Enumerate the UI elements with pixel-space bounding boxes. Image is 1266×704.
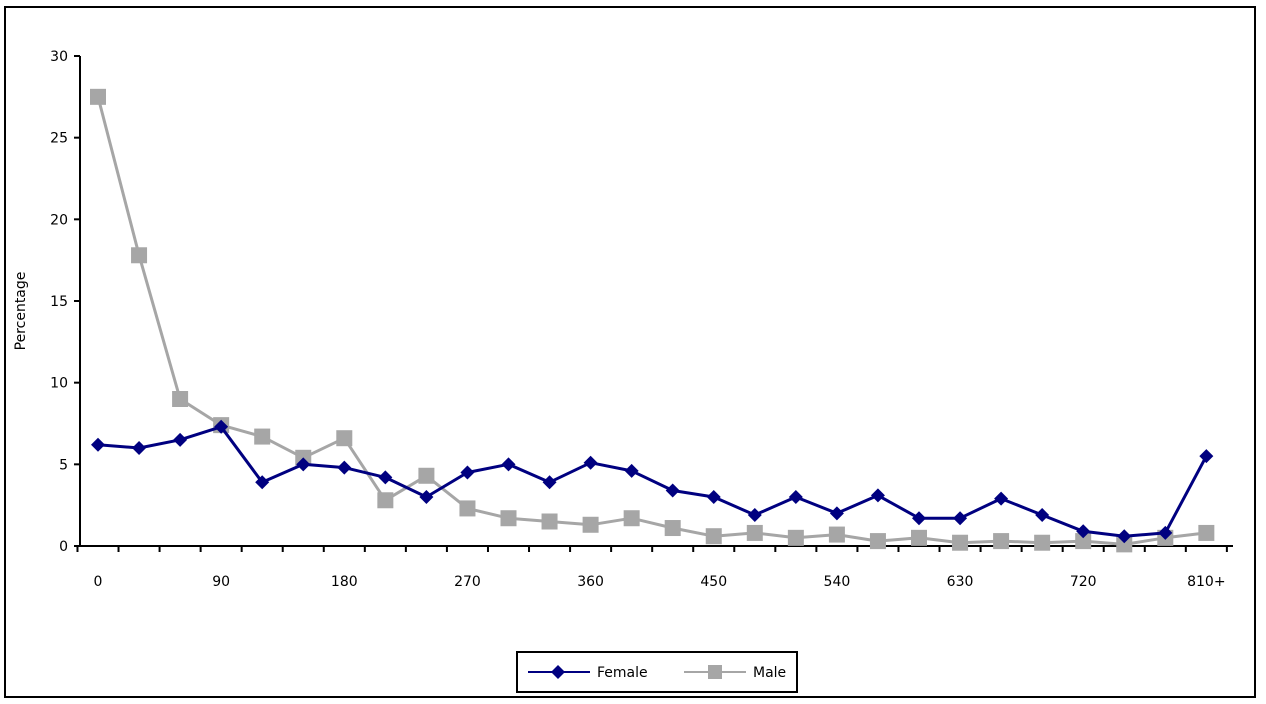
legend-male-label: Male [753, 665, 786, 681]
male-data-point [582, 516, 599, 533]
male-data-point [1034, 534, 1051, 551]
female-data-point [994, 491, 1009, 506]
male-data-point [664, 520, 681, 537]
x-tick-label: 0 [94, 574, 103, 590]
female-data-point [460, 465, 475, 480]
chart-frame [4, 6, 1256, 698]
female-data-point [173, 432, 188, 447]
legend-female-marker [551, 665, 565, 679]
y-tick-label: 5 [59, 457, 68, 473]
male-data-point [377, 492, 394, 509]
female-data-point [870, 488, 885, 503]
female-data-point [1076, 524, 1091, 539]
male-data-point [500, 510, 517, 527]
male-data-point [1116, 536, 1133, 553]
axes [74, 55, 1233, 552]
female-data-point [378, 470, 393, 485]
male-data-point [254, 428, 271, 445]
male-data-point [90, 88, 106, 105]
male-data-point [787, 529, 804, 546]
female-data-point [337, 460, 352, 475]
x-tick-label: 720 [1070, 574, 1097, 590]
female-data-point [296, 457, 311, 472]
female-series-line [97, 425, 1208, 538]
male-data-point [869, 533, 886, 550]
x-tick-label: 540 [824, 574, 851, 590]
female-data-point [214, 419, 229, 434]
female-data-point [255, 475, 270, 490]
y-tick-label: 0 [59, 539, 68, 555]
male-data-point [952, 534, 969, 551]
y-tick-label: 10 [50, 376, 68, 392]
male-data-point [459, 500, 476, 517]
female-data-point [953, 511, 968, 526]
male-data-point [705, 528, 722, 545]
x-tick-label: 90 [212, 574, 230, 590]
male-data-point [746, 524, 763, 541]
male-data-point [993, 533, 1010, 550]
male-data-point [336, 430, 353, 447]
female-data-point [788, 490, 803, 504]
male-data-point [541, 513, 558, 530]
x-tick-label: 630 [947, 574, 974, 590]
male-data-point [1075, 533, 1092, 550]
female-data-point [747, 507, 762, 522]
female-data-point [542, 475, 557, 490]
tick-labels: 0 5 10 15 20 25 30 0 90 180 270 360 450 540 630 720 810+ [50, 49, 1225, 590]
female-data-point [1117, 529, 1132, 544]
legend-male-marker [708, 665, 722, 679]
female-data-point [912, 511, 926, 526]
female-data-point [1158, 525, 1173, 540]
x-tick-label: 810+ [1187, 574, 1225, 590]
x-tick-label: 450 [700, 574, 727, 590]
female-data-point [706, 490, 721, 504]
y-tick-label: 20 [50, 212, 68, 228]
female-data-point [583, 455, 598, 470]
male-data-point [172, 391, 189, 407]
male-data-point [623, 510, 640, 527]
legend: Female Male [516, 651, 798, 693]
female-data-point [1035, 507, 1050, 522]
series-layer [90, 88, 1215, 553]
legend-box [516, 651, 798, 693]
x-tick-label: 180 [331, 574, 358, 590]
y-tick-label: 30 [50, 49, 68, 65]
male-series-line [96, 96, 1207, 546]
y-tick-label: 15 [50, 294, 68, 310]
male-data-point [1198, 524, 1215, 541]
y-tick-label: 25 [50, 131, 68, 147]
legend-female-label: Female [597, 665, 648, 681]
male-data-point [828, 526, 845, 543]
female-data-point [91, 437, 105, 452]
female-data-point [132, 441, 147, 455]
female-data-point [665, 483, 680, 498]
female-data-point [501, 457, 516, 472]
y-axis-title: Percentage [13, 272, 29, 351]
x-tick-label: 360 [577, 574, 604, 590]
female-data-point [419, 490, 434, 504]
male-data-point [911, 529, 927, 546]
male-data-point [131, 247, 148, 264]
female-data-point [624, 463, 639, 478]
male-data-point [418, 467, 435, 484]
x-tick-label: 270 [454, 574, 481, 590]
female-data-point [829, 506, 844, 521]
female-data-point [1199, 449, 1214, 464]
